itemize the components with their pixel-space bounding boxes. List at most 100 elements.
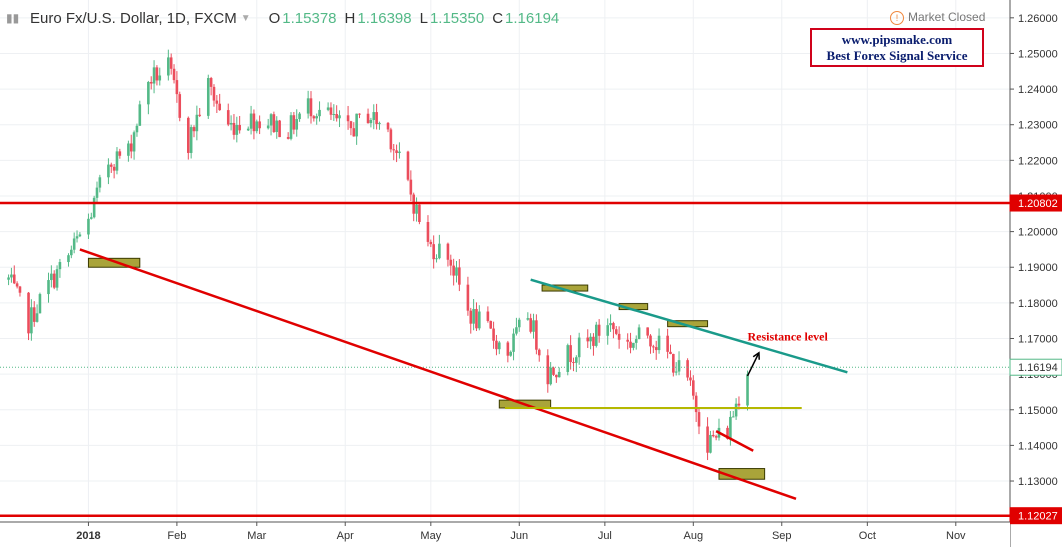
warning-icon: ! — [890, 10, 904, 25]
candle-body — [731, 416, 735, 418]
candle-body — [392, 149, 396, 151]
drag-handle-icon[interactable]: ▮▮ — [6, 11, 20, 25]
candle-body — [129, 143, 133, 152]
candle-body — [58, 262, 62, 270]
candle-body — [198, 114, 202, 116]
close-label: C — [492, 9, 504, 27]
price-label-text: 1.16194 — [1018, 362, 1058, 374]
candle-body — [594, 324, 598, 346]
time-tick-label: Oct — [859, 530, 876, 542]
low-value: 1.15350 — [429, 9, 485, 27]
time-tick-label: Sep — [772, 530, 792, 542]
price-tick-label: 1.22000 — [1018, 155, 1058, 167]
candle-body — [35, 313, 39, 322]
candle-body — [167, 57, 170, 76]
resistance-label: Resistance level — [748, 329, 829, 343]
candle-body — [47, 280, 50, 295]
candle-body — [657, 335, 661, 351]
candle-body — [52, 273, 56, 288]
candle-body — [212, 86, 216, 101]
arrow-line — [746, 352, 760, 377]
candle-body — [714, 436, 718, 438]
market-status-text: Market Closed — [908, 10, 986, 24]
candle-body — [27, 292, 30, 334]
candle-body — [238, 124, 241, 131]
candle-body — [429, 241, 433, 245]
candle-body — [358, 113, 361, 115]
candle-body — [626, 339, 629, 342]
candle-body — [235, 124, 239, 135]
candle-body — [38, 294, 42, 314]
time-tick-label: Apr — [337, 530, 354, 542]
candle-body — [289, 115, 293, 139]
candle-body — [178, 94, 182, 118]
candle-body — [252, 113, 256, 132]
symbol-title[interactable]: Euro Fx/U.S. Dollar, 1D, FXCM — [30, 9, 237, 27]
candle-body — [175, 80, 179, 95]
candle-body — [472, 308, 475, 324]
price-tick-label: 1.15000 — [1018, 405, 1058, 417]
candle-body — [87, 218, 90, 235]
candle-body — [75, 236, 79, 239]
time-tick-label: May — [420, 530, 441, 542]
candle-body — [649, 335, 652, 347]
candle-body — [246, 128, 250, 131]
candle-body — [72, 238, 76, 250]
candle-body — [555, 374, 558, 378]
candle-body — [526, 318, 530, 320]
candle-body — [149, 81, 153, 84]
candle-body — [426, 222, 430, 242]
chevron-down-icon[interactable]: ▼ — [240, 12, 251, 24]
price-tick-label: 1.18000 — [1018, 298, 1058, 310]
candle-body — [589, 336, 592, 342]
candle-body — [706, 426, 709, 453]
low-label: L — [419, 9, 428, 27]
candle-body — [346, 115, 350, 122]
candle-body — [312, 116, 316, 119]
candle-body — [395, 150, 398, 154]
candle-body — [575, 357, 578, 363]
candle-body — [415, 204, 418, 214]
candle-body — [209, 78, 213, 87]
candle-body — [152, 67, 156, 84]
candle-body — [449, 259, 453, 266]
price-axis-background — [1010, 0, 1062, 547]
candle-body — [386, 122, 390, 130]
time-axis-background — [0, 522, 1010, 547]
candle-body — [18, 286, 22, 293]
candle-body — [315, 116, 318, 119]
candle-body — [532, 320, 535, 332]
time-tick-label: Jul — [598, 530, 612, 542]
candle-body — [215, 100, 219, 104]
time-tick-label: Jun — [510, 530, 528, 542]
candle-body — [549, 367, 552, 385]
candle-body — [98, 177, 102, 188]
candle-body — [89, 217, 93, 219]
candle-body — [12, 274, 16, 284]
time-tick-label: Feb — [167, 530, 186, 542]
candle-body — [332, 114, 336, 116]
candle-body — [634, 339, 638, 343]
candle-body — [475, 308, 478, 329]
candle-body — [677, 360, 681, 372]
high-value: 1.16398 — [357, 9, 412, 27]
candle-body — [729, 416, 732, 439]
candle-body — [629, 341, 632, 348]
market-status[interactable]: ! Market Closed — [890, 10, 985, 25]
candle-body — [409, 179, 413, 195]
candle-body — [654, 347, 658, 351]
candle-body — [406, 151, 410, 180]
candle-body — [272, 114, 276, 133]
candle-body — [109, 164, 113, 167]
open-value: 1.15378 — [282, 9, 337, 27]
price-tick-label: 1.14000 — [1018, 440, 1058, 452]
candle-body — [275, 120, 279, 133]
candle-body — [318, 109, 321, 117]
candle-body — [569, 345, 572, 363]
candle-body — [192, 127, 196, 132]
candle-body — [486, 311, 490, 321]
price-tick-label: 1.26000 — [1018, 13, 1058, 25]
candle-body — [147, 81, 150, 105]
candle-body — [232, 122, 236, 135]
